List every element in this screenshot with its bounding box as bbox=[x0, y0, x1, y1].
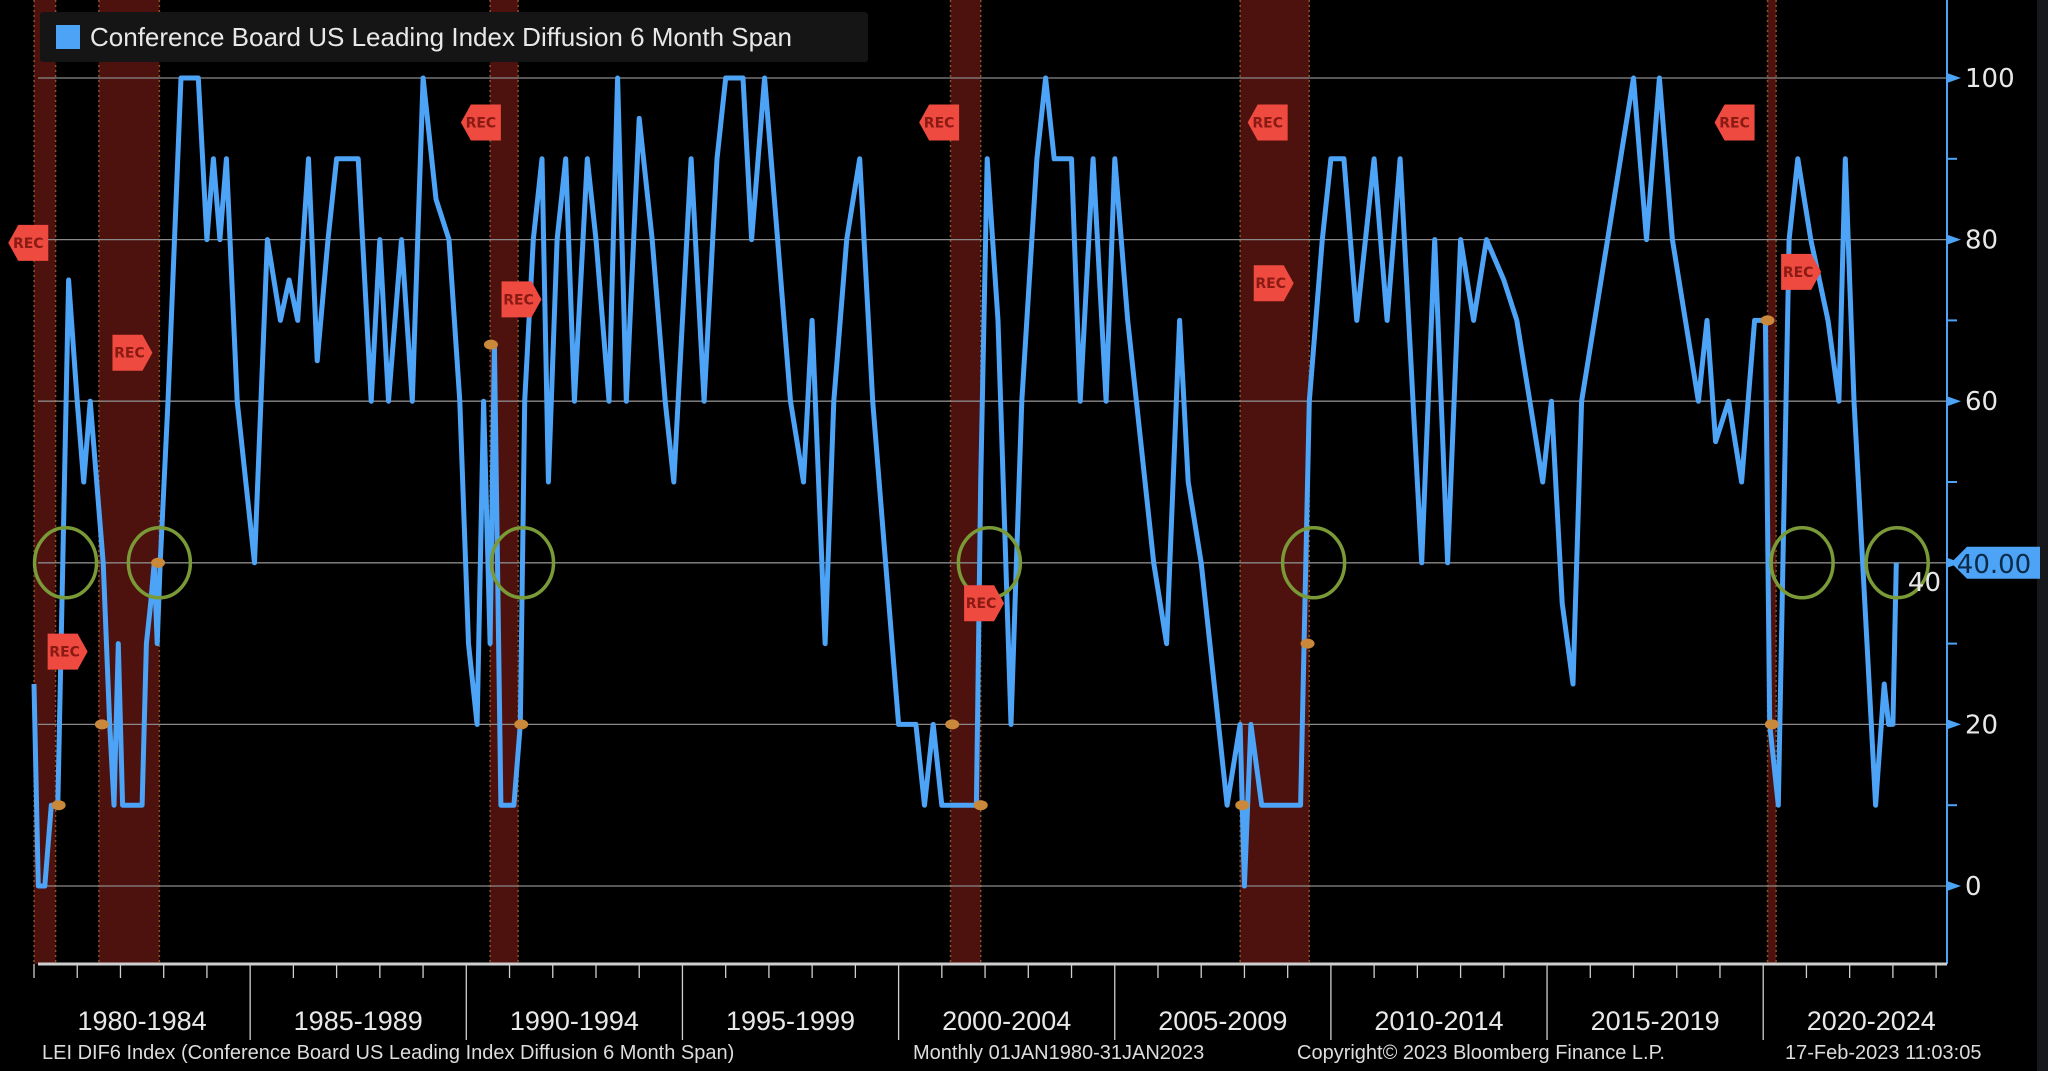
highlight-circle bbox=[1864, 526, 1930, 600]
rec-flag-label: REC bbox=[503, 292, 534, 308]
rec-flag-label: REC bbox=[924, 115, 955, 131]
y-tick bbox=[1947, 234, 1961, 245]
last-value-label: 40.00 bbox=[1957, 550, 2031, 580]
highlight-circle bbox=[1769, 526, 1835, 600]
axes: 0 20 40 60 80 100 40.00 1980-1984 1985-1989 1990-… bbox=[33, 0, 2040, 1040]
x-period-label: 1990-1994 bbox=[510, 1006, 639, 1036]
event-marker bbox=[51, 800, 66, 811]
footer-copyright: Copyright© 2023 Bloomberg Finance L.P. bbox=[1297, 1042, 1665, 1064]
event-marker bbox=[973, 800, 988, 811]
event-marker bbox=[945, 719, 960, 730]
rec-flag-label: REC bbox=[1719, 115, 1750, 131]
rec-flag: REC bbox=[1247, 104, 1288, 141]
y-tick bbox=[1947, 881, 1961, 891]
rec-flag-shape bbox=[964, 585, 1005, 622]
rec-flag: REC bbox=[964, 585, 1005, 622]
event-marker bbox=[1300, 638, 1315, 649]
event-markers bbox=[51, 315, 1779, 811]
series-line bbox=[31, 75, 1899, 889]
legend-swatch bbox=[56, 25, 80, 49]
y-tick-label: 20 bbox=[1965, 710, 1998, 740]
recession-band bbox=[1767, 0, 1777, 964]
rec-flag-shape bbox=[1253, 265, 1294, 302]
rec-flag-shape bbox=[8, 224, 49, 261]
highlight-circle bbox=[489, 526, 556, 600]
rec-flag-label: REC bbox=[1783, 265, 1814, 281]
x-period-label: 2010-2014 bbox=[1374, 1006, 1503, 1036]
footer-timestamp: 17-Feb-2023 11:03:05 bbox=[1785, 1042, 1982, 1064]
highlight-circle bbox=[126, 526, 193, 600]
rec-flag: REC bbox=[8, 224, 49, 261]
y-tick bbox=[1947, 719, 1961, 730]
x-period-label: 2015-2019 bbox=[1591, 1006, 1720, 1036]
rec-flag-shape bbox=[1247, 104, 1288, 141]
event-marker bbox=[1760, 315, 1775, 326]
rec-flag: REC bbox=[501, 281, 542, 318]
rec-flag-shape bbox=[47, 633, 88, 670]
x-period-label: 2000-2004 bbox=[942, 1006, 1071, 1036]
rec-flag-shape bbox=[501, 281, 542, 318]
rec-flag-label: REC bbox=[966, 596, 997, 612]
rec-flag-shape bbox=[460, 104, 501, 141]
rec-flag-label: REC bbox=[13, 236, 44, 252]
event-marker bbox=[483, 339, 498, 350]
series bbox=[31, 75, 1899, 889]
rec-flag: REC bbox=[112, 334, 153, 371]
rec-flags: REC REC REC REC REC REC REC REC REC REC REC bbox=[8, 104, 1822, 670]
rec-flag-shape bbox=[1714, 104, 1755, 141]
rec-flag: REC bbox=[1781, 253, 1822, 290]
rec-flag: REC bbox=[1253, 265, 1294, 302]
x-period-label: 2005-2009 bbox=[1158, 1006, 1287, 1036]
y-tick-label: 0 bbox=[1965, 872, 1982, 902]
rec-flag-label: REC bbox=[114, 346, 145, 362]
rec-flag-shape bbox=[1781, 253, 1822, 290]
y-tick-label: 60 bbox=[1965, 387, 1998, 417]
rec-flag: REC bbox=[460, 104, 501, 141]
y-tick bbox=[1947, 396, 1961, 407]
highlight-circle bbox=[1280, 526, 1347, 600]
y-tick-label: 40 bbox=[1908, 568, 1941, 598]
event-marker bbox=[1764, 719, 1779, 730]
highlight-circle bbox=[32, 526, 99, 600]
rec-flag: REC bbox=[919, 104, 960, 141]
y-tick-label: 100 bbox=[1965, 64, 2015, 94]
last-value-badge bbox=[1951, 546, 2040, 579]
legend: Conference Board US Leading Index Diffus… bbox=[40, 12, 868, 62]
recession-band bbox=[950, 0, 981, 964]
rec-flag-shape bbox=[112, 334, 153, 371]
rec-flag: REC bbox=[1714, 104, 1755, 141]
y-tick bbox=[1947, 73, 1961, 83]
x-period-label: 1985-1989 bbox=[294, 1006, 423, 1036]
recession-band bbox=[1240, 0, 1310, 964]
footer-range: Monthly 01JAN1980-31JAN2023 bbox=[913, 1042, 1205, 1064]
rec-flag-shape bbox=[919, 104, 960, 141]
rec-flag-label: REC bbox=[49, 645, 80, 661]
rec-flag-label: REC bbox=[466, 115, 497, 131]
footer-description: LEI DIF6 Index (Conference Board US Lead… bbox=[42, 1042, 735, 1064]
x-period-label: 1980-1984 bbox=[78, 1006, 207, 1036]
event-marker bbox=[94, 719, 109, 730]
x-period-label: 2020-2024 bbox=[1807, 1006, 1936, 1036]
event-marker bbox=[1235, 800, 1250, 811]
rec-flag: REC bbox=[47, 633, 88, 670]
event-marker bbox=[151, 557, 166, 568]
y-tick-label: 80 bbox=[1965, 226, 1998, 256]
event-marker bbox=[514, 719, 529, 730]
rec-flag-label: REC bbox=[1255, 276, 1286, 292]
rec-flag-label: REC bbox=[1252, 115, 1283, 131]
x-period-label: 1995-1999 bbox=[726, 1006, 855, 1036]
legend-label: Conference Board US Leading Index Diffus… bbox=[90, 21, 792, 52]
recession-band bbox=[98, 0, 160, 964]
